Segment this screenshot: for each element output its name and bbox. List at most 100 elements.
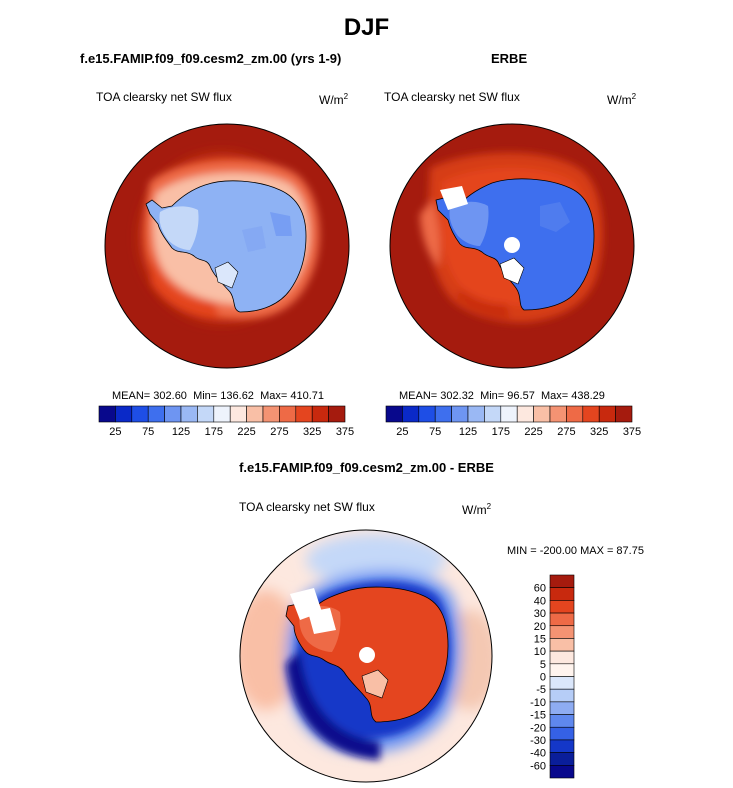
- panel-1-stats: MEAN= 302.60 Min= 136.62 Max= 410.71: [112, 390, 324, 402]
- panel-2-title: ERBE: [491, 51, 528, 66]
- colorbar-swatch: [467, 405, 485, 423]
- colorbar-swatch: [262, 405, 280, 423]
- panel-2-stats: MEAN= 302.32 Min= 96.57 Max= 438.29: [399, 390, 605, 402]
- colorbar-swatch: [98, 405, 116, 423]
- colorbar-tick-label: -5: [536, 684, 546, 696]
- colorbar-swatch: [549, 600, 575, 614]
- panel-1-map: [104, 123, 350, 369]
- colorbar-swatch: [434, 405, 452, 423]
- colorbar-swatch: [131, 405, 149, 423]
- colorbar-swatch: [549, 701, 575, 715]
- colorbar-tick-label: 0: [540, 672, 546, 684]
- colorbar-swatch: [295, 405, 313, 423]
- panel-3-title: f.e15.FAMIP.f09_f09.cesm2_zm.00 - ERBE: [239, 460, 494, 475]
- colorbar-tick-label: 15: [534, 633, 546, 645]
- colorbar-tick-label: 10: [534, 646, 546, 658]
- colorbar-tick-label: -30: [530, 735, 546, 747]
- colorbar-swatch: [549, 612, 575, 627]
- panel-1-colorbar: 25 75 125 175 225 275 325 375: [98, 405, 354, 438]
- colorbar-swatch: [197, 405, 215, 423]
- colorbar-tick-label: 175: [205, 426, 223, 438]
- colorbar-tick-label: 225: [524, 426, 542, 438]
- colorbar-swatch: [549, 739, 575, 753]
- colorbar-tick-label: 25: [396, 426, 408, 438]
- colorbar-tick-label: 30: [534, 608, 546, 620]
- colorbar-swatch: [598, 405, 616, 423]
- colorbar-swatch: [549, 587, 575, 601]
- panel-2-map-border: [389, 123, 635, 369]
- colorbar-tick-label: 75: [142, 426, 154, 438]
- colorbar-tick-label: -20: [530, 722, 546, 734]
- colorbar-swatch: [582, 405, 600, 423]
- colorbar-swatch: [328, 405, 346, 423]
- panel-3-units: W/m2: [462, 502, 492, 517]
- panel-3-pole-hole: [359, 647, 375, 663]
- colorbar-tick-label: 225: [237, 426, 255, 438]
- colorbar-swatch: [549, 676, 575, 690]
- colorbar-tick-label: 125: [172, 426, 190, 438]
- colorbar-tick-label: 375: [336, 426, 354, 438]
- colorbar-swatch: [164, 405, 182, 423]
- colorbar-tick-label: -40: [530, 748, 546, 760]
- colorbar-swatch: [549, 638, 575, 652]
- colorbar-swatch: [549, 714, 575, 728]
- colorbar-tick-label: 325: [303, 426, 321, 438]
- panel-3-stats: MIN = -200.00 MAX = 87.75: [507, 545, 644, 557]
- colorbar-tick-label: 175: [492, 426, 510, 438]
- colorbar-tick-label: 125: [459, 426, 477, 438]
- panel-2-units: W/m2: [607, 92, 637, 107]
- colorbar-tick-label: 40: [534, 595, 546, 607]
- colorbar-tick-label: 75: [429, 426, 441, 438]
- colorbar-swatch: [279, 405, 297, 423]
- panel-1-units: W/m2: [319, 92, 349, 107]
- panel-2-pole-hole: [504, 237, 520, 253]
- colorbar-swatch: [549, 688, 575, 703]
- colorbar-tick-label: 60: [534, 583, 546, 595]
- panel-3-map-border: [239, 529, 493, 783]
- figure-title: DJF: [343, 14, 390, 41]
- colorbar-tick-label: 375: [623, 426, 641, 438]
- panel-3-map: [239, 529, 493, 783]
- colorbar-swatch: [566, 405, 584, 423]
- colorbar-swatch: [229, 405, 247, 423]
- panel-1-map-border: [104, 123, 350, 369]
- colorbar-swatch: [549, 574, 575, 588]
- colorbar-swatch: [246, 405, 264, 423]
- colorbar-swatch: [311, 405, 329, 423]
- colorbar-swatch: [180, 405, 198, 423]
- colorbar-swatch: [549, 765, 575, 779]
- colorbar-tick-label: 5: [540, 659, 546, 671]
- panel-3-variable: TOA clearsky net SW flux: [239, 500, 375, 514]
- colorbar-swatch: [147, 405, 165, 423]
- colorbar-tick-label: -15: [530, 710, 546, 722]
- colorbar-swatch: [533, 405, 551, 423]
- panel-2-map: [389, 123, 635, 369]
- panel-2-colorbar: 25 75 125 175 225 275 325 375: [385, 405, 641, 438]
- colorbar-tick-label: -60: [530, 760, 546, 772]
- colorbar-swatch: [549, 650, 575, 665]
- colorbar-swatch: [385, 405, 403, 423]
- colorbar-swatch: [115, 405, 133, 423]
- colorbar-tick-label: 325: [590, 426, 608, 438]
- colorbar-swatch: [500, 405, 518, 423]
- colorbar-swatch: [549, 752, 575, 766]
- colorbar-tick-label: 20: [534, 621, 546, 633]
- panel-2-variable: TOA clearsky net SW flux: [384, 90, 520, 104]
- colorbar-swatch: [418, 405, 436, 423]
- panel-1-variable: TOA clearsky net SW flux: [96, 90, 232, 104]
- colorbar-swatch: [549, 663, 575, 677]
- colorbar-swatch: [451, 405, 469, 423]
- colorbar-swatch: [516, 405, 534, 423]
- colorbar-tick-label: 275: [557, 426, 575, 438]
- colorbar-swatch: [402, 405, 420, 423]
- colorbar-swatch: [213, 405, 231, 423]
- colorbar-swatch: [615, 405, 633, 423]
- colorbar-swatch: [484, 405, 502, 423]
- colorbar-tick-label: -10: [530, 697, 546, 709]
- colorbar-tick-label: 25: [109, 426, 121, 438]
- colorbar-swatch: [549, 726, 575, 741]
- colorbar-swatch: [549, 625, 575, 639]
- colorbar-swatch: [549, 405, 567, 423]
